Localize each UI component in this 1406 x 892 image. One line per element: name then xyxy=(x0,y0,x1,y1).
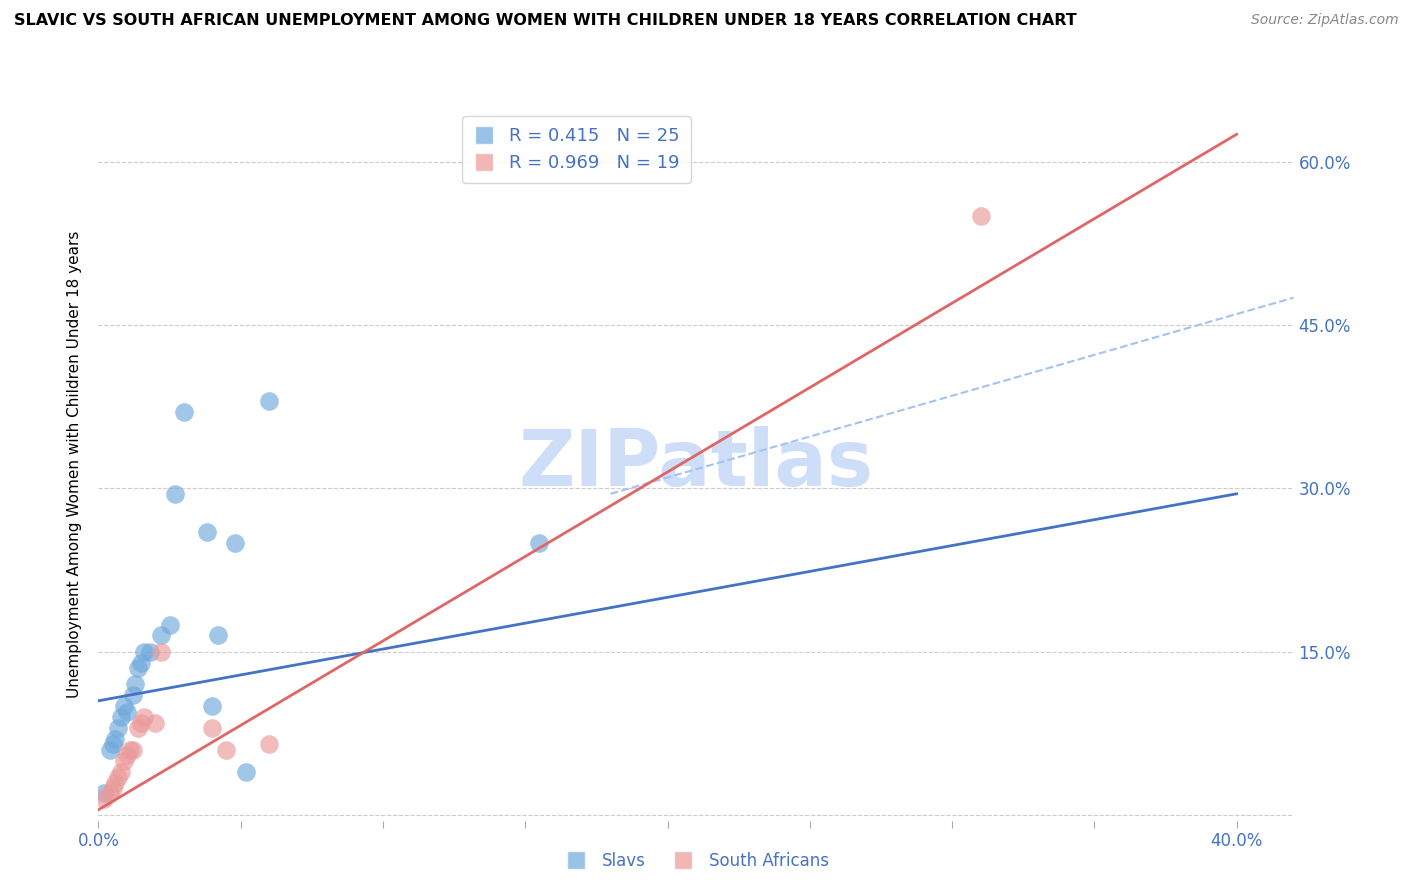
Point xyxy=(215,743,238,757)
Point xyxy=(101,738,124,752)
Point xyxy=(121,689,143,703)
Point xyxy=(969,209,991,223)
Point xyxy=(132,710,155,724)
Y-axis label: Unemployment Among Women with Children Under 18 years: Unemployment Among Women with Children U… xyxy=(67,230,83,698)
Text: SLAVIC VS SOUTH AFRICAN UNEMPLOYMENT AMONG WOMEN WITH CHILDREN UNDER 18 YEARS CO: SLAVIC VS SOUTH AFRICAN UNEMPLOYMENT AMO… xyxy=(14,13,1077,29)
Point xyxy=(173,405,195,419)
Point xyxy=(129,656,152,670)
Point xyxy=(257,394,280,409)
Point xyxy=(107,721,129,735)
Point xyxy=(150,628,173,642)
Point xyxy=(201,721,224,735)
Point xyxy=(112,754,135,768)
Point xyxy=(115,748,138,763)
Point xyxy=(107,770,129,784)
Point xyxy=(115,705,138,719)
Point xyxy=(98,743,121,757)
Point xyxy=(257,738,280,752)
Point xyxy=(224,536,246,550)
Point xyxy=(195,524,218,539)
Point xyxy=(143,715,166,730)
Point xyxy=(124,677,146,691)
Point xyxy=(93,786,115,800)
Point xyxy=(110,764,132,779)
Point xyxy=(98,786,121,800)
Text: Source: ZipAtlas.com: Source: ZipAtlas.com xyxy=(1251,13,1399,28)
Point xyxy=(127,721,149,735)
Legend: Slavs, South Africans: Slavs, South Africans xyxy=(557,846,835,877)
Point xyxy=(165,487,187,501)
Point xyxy=(112,699,135,714)
Point xyxy=(110,710,132,724)
Point xyxy=(104,731,127,746)
Point xyxy=(207,628,229,642)
Point xyxy=(127,661,149,675)
Text: ZIPatlas: ZIPatlas xyxy=(519,425,873,502)
Point xyxy=(159,617,181,632)
Point xyxy=(138,645,160,659)
Point xyxy=(129,715,152,730)
Point xyxy=(150,645,173,659)
Point xyxy=(118,743,141,757)
Point xyxy=(201,699,224,714)
Point xyxy=(132,645,155,659)
Point xyxy=(93,792,115,806)
Point xyxy=(104,775,127,789)
Point xyxy=(529,536,551,550)
Point xyxy=(121,743,143,757)
Point xyxy=(101,780,124,795)
Point xyxy=(235,764,257,779)
